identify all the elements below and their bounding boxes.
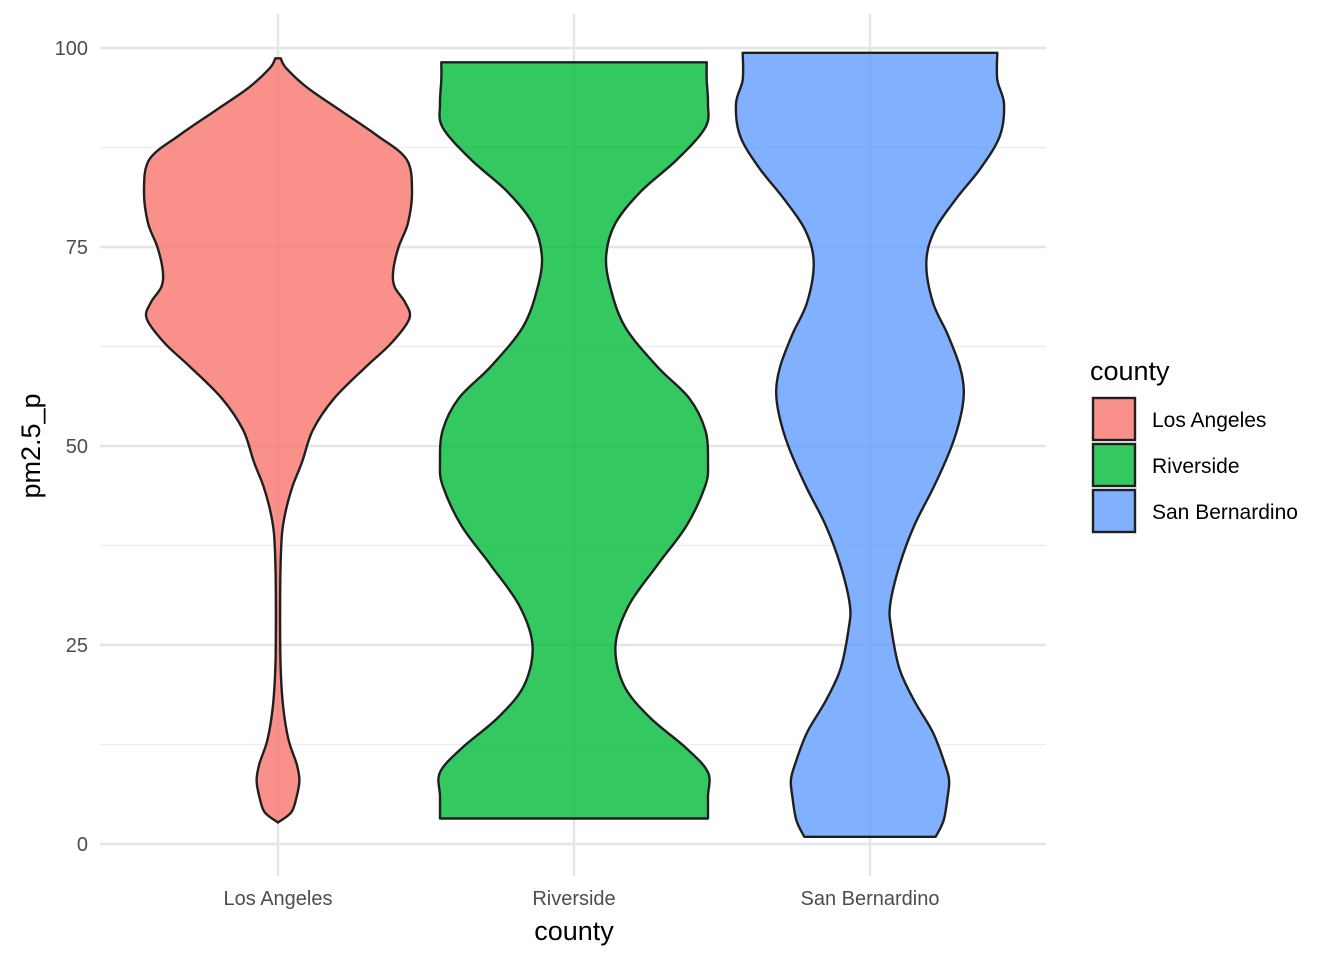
y-axis-tick-labels: 0 25 50 75 100 — [55, 38, 88, 856]
legend-label: San Bernardino — [1152, 501, 1298, 524]
y-tick-label: 75 — [66, 237, 88, 259]
violins — [142, 51, 1006, 838]
legend-title: county — [1090, 356, 1170, 386]
legend-items: Los Angeles Riverside San Bernardino — [1091, 396, 1298, 534]
legend-key — [1091, 488, 1137, 534]
x-axis-title: county — [534, 916, 614, 946]
y-tick-label: 100 — [55, 38, 88, 60]
violin-los-angeles — [142, 57, 414, 824]
legend-key — [1091, 396, 1137, 442]
y-axis-title: pm2.5_p — [16, 393, 46, 498]
x-tick-label: Riverside — [532, 888, 615, 910]
violin-san-bernardino — [734, 51, 1006, 838]
legend: county Los Angeles Riverside San Bernardin… — [1090, 356, 1298, 534]
x-axis-tick-labels: Los Angeles Riverside San Bernardino — [224, 888, 940, 910]
x-tick-label: Los Angeles — [224, 888, 333, 910]
y-tick-label: 50 — [66, 436, 88, 458]
violin-riverside — [437, 61, 711, 820]
legend-key — [1091, 442, 1137, 488]
legend-label: Riverside — [1152, 455, 1240, 478]
x-tick-label: San Bernardino — [801, 888, 940, 910]
y-tick-label: 25 — [66, 635, 88, 657]
legend-label: Los Angeles — [1152, 409, 1266, 432]
y-tick-label: 0 — [77, 834, 88, 856]
